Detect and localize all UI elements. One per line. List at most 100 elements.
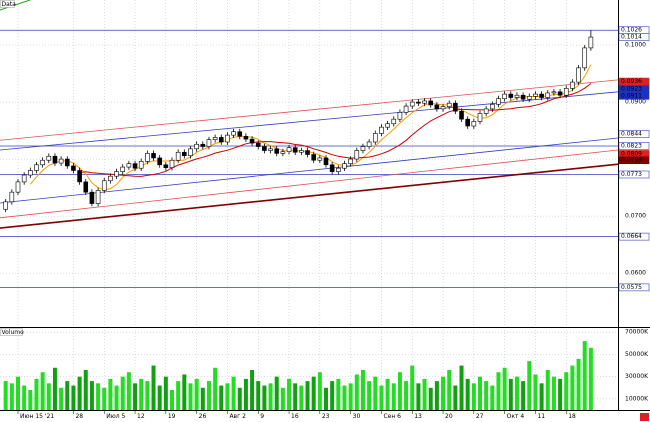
moving-average (79, 83, 592, 177)
x-tick-label: Июн 15 '21 (20, 413, 54, 420)
candle-body (305, 150, 310, 155)
volume-bar (52, 367, 57, 410)
volume-bar (354, 374, 359, 410)
candle-body (434, 104, 440, 110)
volume-bar (379, 385, 384, 410)
candle-body (329, 164, 335, 172)
volume-bar (237, 387, 242, 410)
candle-body (175, 151, 181, 161)
candle-body (342, 163, 347, 169)
volume-bar (576, 358, 581, 410)
candle-body (108, 175, 113, 182)
volume-bar (250, 370, 255, 410)
volume-bar (102, 387, 107, 410)
volume-bar (453, 385, 458, 410)
candle-body (77, 170, 82, 183)
volume-bar (83, 370, 88, 410)
candle-body (52, 155, 58, 164)
x-tick-label: 9 (260, 413, 264, 420)
volume-bar (521, 381, 526, 410)
volume-bar (145, 381, 150, 410)
volume-bar (151, 365, 156, 410)
volume-bar (551, 376, 556, 410)
price-label-box (618, 142, 650, 150)
volume-bar (434, 381, 439, 410)
candle-body (409, 101, 415, 107)
volume-bar (262, 385, 267, 410)
candle-body (212, 137, 218, 141)
price-label: 0.0809 (621, 150, 642, 157)
volume-bar (96, 383, 101, 410)
volume-bar (330, 381, 335, 410)
volume-bar (22, 385, 27, 410)
volume-bar (502, 367, 507, 410)
x-tick-label: 16 (291, 413, 299, 420)
candle-body (490, 104, 495, 110)
candle-body (21, 174, 27, 183)
x-tick-label: 20 (445, 413, 453, 420)
title-box (0, 0, 15, 8)
candle-body (551, 91, 557, 94)
volume-bar (28, 390, 33, 410)
x-tick-label: 12 (137, 413, 145, 420)
candle-body (465, 118, 470, 127)
candle-body (255, 142, 261, 147)
trendline (0, 137, 619, 204)
candle-body (292, 147, 298, 153)
candle-body (440, 106, 446, 110)
price-label: 0.0575 (621, 284, 642, 291)
candle-body (15, 181, 21, 193)
volume-bar (471, 383, 476, 410)
price-label-box (618, 92, 650, 100)
volume-bar (126, 372, 131, 410)
candle-body (576, 67, 581, 83)
price-label-box (618, 130, 650, 138)
candle-body (231, 131, 236, 136)
price-label-box (618, 232, 650, 241)
price-label: 0.0844 (621, 131, 642, 138)
x-tick-label: 26 (199, 413, 207, 420)
candle-body (299, 150, 304, 153)
corner-button[interactable] (640, 413, 649, 421)
price-label: 0.0773 (621, 171, 642, 178)
candle-body (446, 102, 452, 107)
candle-body (323, 157, 329, 166)
candle-body (206, 139, 212, 147)
volume-bar (588, 347, 593, 410)
price-label-box (618, 283, 650, 292)
y-tick-label: 0.0600 (625, 270, 646, 277)
x-tick-label: 18 (568, 413, 576, 420)
candle-body (151, 153, 156, 159)
chart-title: Data (2, 1, 17, 8)
candle-body (514, 94, 520, 98)
volume-title: Volume (2, 329, 25, 336)
price-label: 0.0936 (621, 78, 642, 85)
corner-line (0, 0, 31, 11)
candle-body (354, 150, 360, 160)
volume-bar (348, 383, 353, 410)
candle-body (145, 153, 150, 162)
volume-bar (274, 376, 279, 410)
price-label: 0.0823 (621, 142, 642, 149)
y-tick-label: 0.1000 (625, 42, 646, 49)
trendline (0, 149, 619, 219)
x-tick-label: Авг 2 (229, 413, 246, 420)
candle-body (64, 158, 70, 167)
volume-bar (545, 370, 550, 410)
y-tick-label: 0.0700 (625, 213, 646, 220)
candle-body (243, 135, 249, 140)
candle-body (286, 147, 292, 152)
candle-body (262, 146, 267, 151)
candle-body (422, 100, 427, 104)
price-label: 0.1026 (621, 27, 642, 34)
volume-bar (170, 390, 174, 410)
x-tick-label: Сен 6 (383, 413, 401, 420)
candle-body (385, 123, 390, 128)
candle-body (71, 165, 76, 171)
candle-body (379, 126, 384, 134)
volume-bar (459, 365, 464, 410)
candle-body (3, 201, 8, 210)
candle-body (169, 159, 175, 168)
volume-bar (508, 378, 513, 410)
candle-body (83, 181, 89, 193)
